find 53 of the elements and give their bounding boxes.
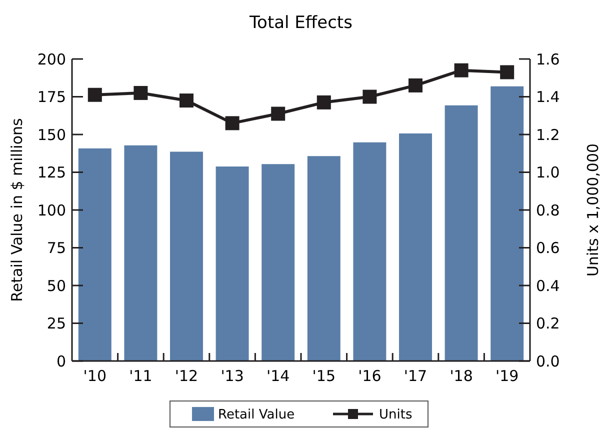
x-tick-label: '15 bbox=[312, 367, 336, 385]
x-tick-label: '14 bbox=[266, 367, 290, 385]
point bbox=[225, 116, 240, 130]
point bbox=[454, 63, 468, 78]
x-tick-label: '10 bbox=[83, 367, 107, 385]
x-tick-label: '16 bbox=[358, 367, 382, 385]
bar bbox=[444, 105, 478, 361]
x-tick-label: '12 bbox=[174, 367, 198, 385]
point bbox=[88, 88, 102, 102]
x-tick-label: '19 bbox=[495, 367, 519, 385]
bar bbox=[216, 166, 249, 361]
x-tick-label: '17 bbox=[404, 367, 428, 385]
y2-axis-title: Units x 1,000,000 bbox=[584, 143, 602, 277]
bar bbox=[353, 142, 386, 361]
point bbox=[134, 86, 148, 100]
y2-tick-label: 0.8 bbox=[536, 201, 560, 220]
bar bbox=[307, 156, 340, 361]
y2-tick-label: 0.0 bbox=[536, 352, 560, 370]
point bbox=[316, 95, 331, 110]
legend-label: Units bbox=[379, 408, 412, 423]
point bbox=[271, 106, 286, 121]
legend-label: Retail Value bbox=[218, 408, 295, 423]
bar bbox=[78, 148, 112, 361]
bar bbox=[262, 164, 295, 361]
y-tick-label: 125 bbox=[37, 164, 66, 182]
y-tick-label: 75 bbox=[46, 239, 66, 257]
y2-tick-label: 0.4 bbox=[536, 276, 560, 295]
y2-tick-label: 1.0 bbox=[536, 164, 560, 182]
chart-title: Total Effects bbox=[248, 13, 353, 33]
x-tick-label: '13 bbox=[220, 367, 244, 385]
point bbox=[362, 90, 377, 104]
bar bbox=[399, 133, 432, 361]
y-tick-label: 200 bbox=[37, 50, 66, 68]
y-tick-label: 150 bbox=[37, 126, 66, 144]
bar bbox=[490, 86, 524, 361]
y2-tick-label: 0.2 bbox=[536, 314, 560, 332]
bar bbox=[124, 145, 158, 361]
bar bbox=[170, 152, 203, 361]
y-tick-label: 25 bbox=[46, 314, 66, 332]
y2-tick-label: 1.6 bbox=[536, 50, 560, 68]
y2-tick-label: 1.2 bbox=[536, 126, 560, 144]
y-tick-label: 100 bbox=[37, 201, 66, 220]
point bbox=[408, 78, 422, 92]
x-tick-label: '18 bbox=[450, 367, 473, 385]
y-tick-label: 50 bbox=[46, 276, 66, 295]
y2-tick-label: 1.4 bbox=[536, 88, 560, 106]
x-tick-label: '11 bbox=[129, 367, 152, 385]
y2-tick-label: 0.6 bbox=[536, 239, 560, 257]
y-tick-label: 0 bbox=[56, 352, 66, 370]
y-axis-title: Retail Value in $ millions bbox=[8, 118, 26, 302]
y-tick-label: 175 bbox=[37, 88, 66, 106]
point bbox=[500, 65, 514, 80]
point bbox=[180, 94, 194, 108]
